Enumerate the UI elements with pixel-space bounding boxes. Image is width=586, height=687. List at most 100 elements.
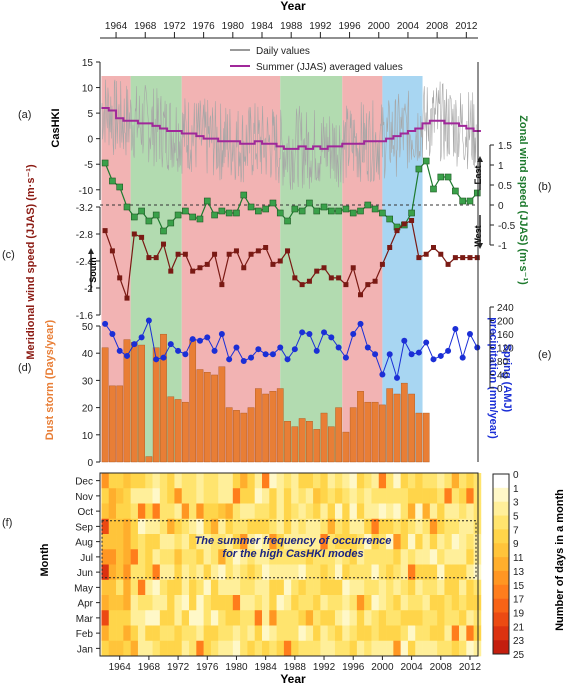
heat-cell [276,549,285,565]
meridional-point [423,251,429,257]
dust-bar [386,388,394,463]
heat-cell [429,640,438,657]
top-tick-label-1968: 1968 [134,21,157,32]
heat-cell [159,579,168,596]
heat-cell [210,549,219,565]
top-tick-label-1976: 1976 [192,21,215,32]
heat-cell [291,488,299,504]
heat-cell [320,488,328,504]
heat-cell [473,625,482,642]
panel-a-y-axis: 15 10 5 0 -5 -10 [79,58,101,200]
bottom-tick-label: 2000 [371,662,394,673]
heat-cell [422,518,431,535]
dust-bar [408,393,415,463]
zonal-point [233,209,240,217]
heat-cell [276,488,285,504]
heat-cell [283,610,292,626]
heat-cell [415,610,423,626]
heat-cell [444,503,453,520]
heat-cell [254,625,263,642]
legend: Daily values Summer (JJAS) averaged valu… [230,46,403,73]
zonal-point [466,197,474,205]
heat-cell [210,564,219,581]
bottom-tick-label: 1992 [313,662,336,673]
precip-point [466,331,473,337]
heat-cell [386,473,394,489]
heat-cell [254,503,263,520]
heat-cell [232,473,241,489]
heat-cell [342,549,350,565]
heat-cell [364,518,372,535]
heat-cell [276,564,285,581]
heat-cell [262,518,270,535]
meridional-point [175,251,181,257]
meridional-point [233,248,239,254]
heat-cell [232,640,241,657]
heat-cell [459,564,467,581]
zonal-point [225,209,233,217]
heat-cell [269,534,277,550]
heat-cell [473,549,482,565]
meridional-point [452,255,458,261]
month-label: Mar [76,614,94,625]
heat-cell [291,503,299,520]
heat-cell [269,579,277,596]
heat-cell [313,549,321,565]
heat-cell [196,564,204,581]
zonal-point [444,173,452,181]
heat-cell [291,518,299,535]
heat-cell [145,518,153,535]
heat-cell [459,549,467,565]
heat-cell [313,610,321,626]
heat-cell [327,473,336,489]
heat-cell [145,503,153,520]
meridional-point [445,261,451,267]
precip-point [306,331,313,337]
precip-point [233,344,240,351]
heat-cell [181,625,190,642]
heat-cell [116,579,124,596]
precip-point [182,351,189,358]
heat-cell [437,549,445,565]
dust-bar [320,412,328,463]
heat-cell [276,610,285,626]
heat-cell [393,625,401,642]
dust-bar [262,393,269,463]
heat-cell [386,640,394,657]
heat-cell [422,579,431,596]
heat-cell [283,488,292,504]
heat-cell [283,534,292,550]
heat-cell [451,549,460,565]
heat-cell [298,595,307,611]
month-label: Oct [77,507,93,518]
zonal-point [262,205,269,213]
precip-point [138,334,145,341]
heat-cell [203,534,212,550]
heat-cell [276,473,285,489]
heat-cell [108,518,117,535]
colorbar-cell [493,584,509,599]
month-label: Nov [75,492,93,503]
heat-cell [225,579,234,596]
heat-cell [247,610,256,626]
heat-cell [225,549,234,565]
heat-cell [123,503,131,520]
heat-cell [262,534,270,550]
dust-bar [415,412,423,463]
heat-cell [210,640,219,657]
meridional-wind-line [104,219,478,299]
heat-cell [451,518,460,535]
precip-point [248,354,255,361]
panel-a-ylabel: CasHKI [50,108,62,147]
meridional-point [226,251,232,257]
panel-b-label: (b) [538,181,551,193]
heat-cell [422,534,431,550]
heat-cell [378,503,387,520]
heat-cell [349,503,358,520]
heat-cell [262,549,270,565]
heat-cell [415,488,423,504]
precip-point [269,351,276,358]
heat-cell [356,640,365,657]
heat-cell [137,488,146,504]
heat-cell [269,549,277,565]
